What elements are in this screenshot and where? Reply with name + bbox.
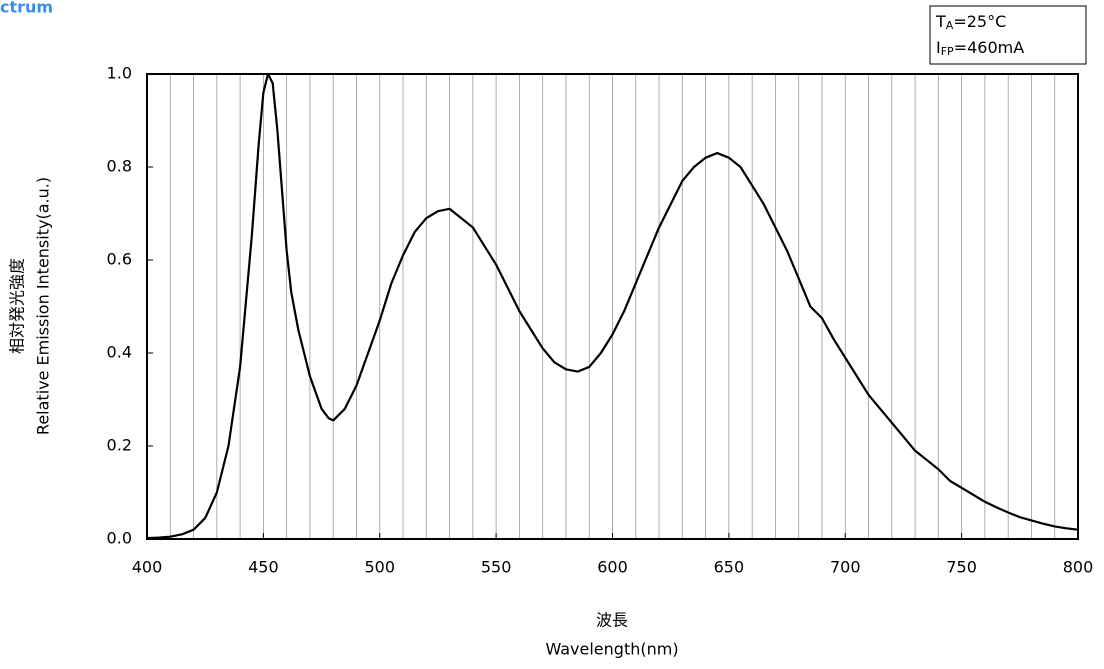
y-tick-label: 0.6 <box>107 250 132 269</box>
y-tick-label: 0.4 <box>107 343 132 362</box>
x-tick-label: 550 <box>481 558 512 577</box>
x-axis-label: 波長 <box>596 611 628 630</box>
condition-value: =460mA <box>954 38 1025 57</box>
chart-title: ctrum <box>0 0 53 17</box>
y-tick-label: 0.2 <box>107 436 132 455</box>
condition-symbol: T <box>935 12 946 31</box>
condition-subscript: FP <box>941 45 954 58</box>
x-tick-label: 800 <box>1063 558 1094 577</box>
x-tick-label: 650 <box>714 558 745 577</box>
y-tick-label: 1.0 <box>107 64 132 83</box>
y-axis-label: Relative Emission Intensity(a.u.) <box>34 177 53 435</box>
x-tick-label: 750 <box>946 558 977 577</box>
y-tick-label: 0.0 <box>107 529 132 548</box>
condition-value: =25°C <box>953 12 1006 31</box>
condition-label: TA=25°C <box>935 12 1006 33</box>
x-tick-label: 600 <box>597 558 628 577</box>
y-tick-label: 0.8 <box>107 157 132 176</box>
y-axis-label: 相対発光強度 <box>8 258 27 354</box>
condition-symbol: I <box>936 38 941 57</box>
condition-subscript: A <box>946 19 954 32</box>
condition-label: IFP=460mA <box>936 38 1024 59</box>
x-tick-label: 700 <box>830 558 861 577</box>
plot-frame <box>146 73 1079 540</box>
x-tick-label: 450 <box>248 558 279 577</box>
x-tick-label: 500 <box>364 558 395 577</box>
x-tick-label: 400 <box>132 558 163 577</box>
spectrum-line <box>146 72 1079 540</box>
conditions-box <box>929 5 1087 65</box>
x-axis-label: Wavelength(nm) <box>545 640 678 659</box>
